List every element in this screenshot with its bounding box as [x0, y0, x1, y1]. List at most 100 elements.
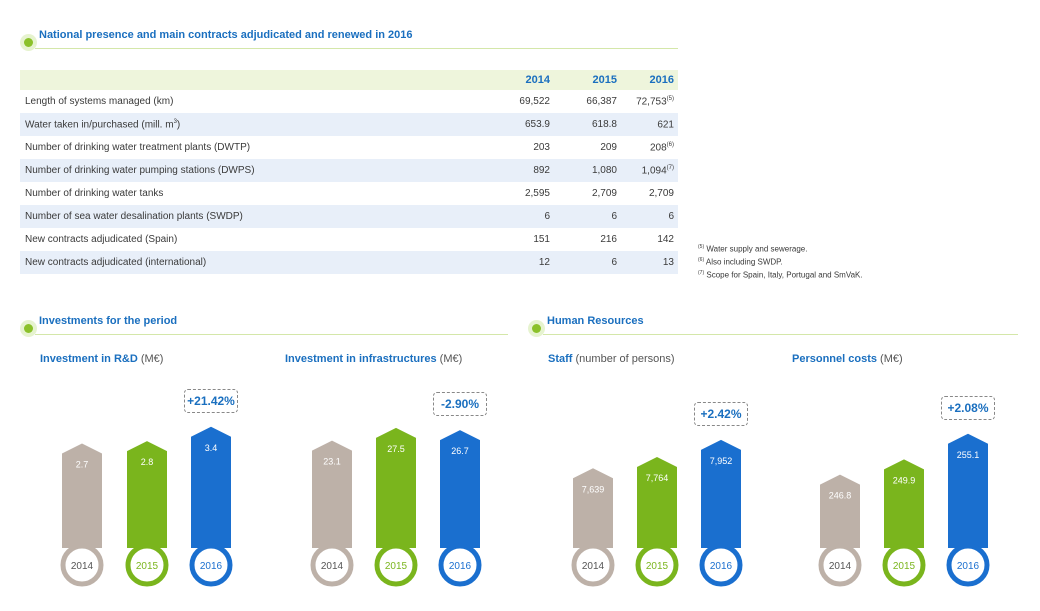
bar-personnel-costs-2015	[884, 459, 924, 548]
cell-2016: 72,753(5)	[636, 95, 674, 108]
year-label-rd-2015: 2015	[136, 561, 159, 572]
year-label-personnel-costs-2016: 2016	[957, 561, 980, 572]
year-label-staff-2016: 2016	[710, 561, 733, 572]
section-divider	[35, 334, 508, 335]
cell-2015: 6	[611, 211, 617, 222]
change-badge-rd: +21.42%	[184, 388, 238, 413]
footnote: (6) Also including SWDP.	[698, 257, 783, 267]
cell-2014: 69,522	[519, 96, 550, 107]
bar-personnel-costs-2016	[948, 433, 988, 548]
bar-staff-2014	[573, 468, 613, 548]
year-label-personnel-costs-2015: 2015	[893, 561, 916, 572]
bar-personnel-costs-2014	[820, 474, 860, 548]
footnote: (5) Water supply and sewerage.	[698, 244, 808, 254]
year-circle-personnel-costs-2016	[946, 543, 990, 587]
bar-infrastructures-2015	[376, 427, 416, 548]
presence-table: 2014 2015 2016 Length of systems managed…	[20, 70, 678, 274]
year-circle-staff-2015	[635, 543, 679, 587]
column-header: 2015	[592, 74, 617, 86]
hr-section-header: Human Resources	[528, 315, 1018, 344]
year-circle-staff-2016	[699, 543, 743, 587]
section-bullet-icon	[528, 320, 545, 337]
bar-rd-2016	[191, 426, 231, 548]
cell-2016: 6	[668, 211, 674, 222]
investments-section-title: Investments for the period	[39, 315, 178, 327]
change-badge-infrastructures: -2.90%	[433, 392, 487, 417]
table-row: Number of sea water desalination plants …	[20, 205, 678, 228]
cell-2015: 216	[600, 234, 617, 245]
row-label: New contracts adjudicated (Spain)	[25, 234, 178, 245]
year-circle-staff-2014	[571, 543, 615, 587]
row-label: Number of drinking water tanks	[25, 188, 164, 199]
footnote-mark: (6)	[666, 141, 674, 148]
bar-value-label-rd-2014: 2.7	[76, 460, 89, 470]
chart-title-staff: Staff (number of persons)	[548, 353, 675, 365]
chart-title-rd: Investment in R&D (M€)	[40, 353, 164, 365]
year-label-infrastructures-2014: 2014	[321, 561, 344, 572]
year-circle-personnel-costs-2015	[882, 543, 926, 587]
cell-2015: 6	[611, 257, 617, 268]
cell-2015: 1,080	[591, 165, 617, 176]
section-bullet-icon	[20, 320, 37, 337]
year-label-personnel-costs-2014: 2014	[829, 561, 852, 572]
cell-2014: 203	[533, 142, 550, 153]
chart-title-infrastructures: Investment in infrastructures (M€)	[285, 353, 463, 365]
row-label: Number of drinking water treatment plant…	[25, 142, 251, 153]
table-section-header: National presence and main contracts adj…	[20, 29, 678, 58]
cell-2016: 621	[657, 119, 674, 131]
table-header-row: 2014 2015 2016	[20, 70, 678, 90]
year-circle-infrastructures-2016	[438, 543, 482, 587]
table-section-title: National presence and main contracts adj…	[39, 29, 413, 41]
bar-value-label-staff-2016: 7,952	[710, 456, 733, 466]
cell-2015: 66,387	[586, 96, 617, 107]
year-label-infrastructures-2015: 2015	[385, 561, 408, 572]
cell-2015: 618.8	[591, 119, 617, 130]
cell-2014: 653.9	[524, 119, 550, 130]
footnote-mark: (7)	[666, 164, 674, 171]
bar-value-label-staff-2014: 7,639	[582, 484, 605, 494]
table-row: Number of drinking water treatment plant…	[20, 136, 678, 159]
footnote: (7) Scope for Spain, Italy, Portugal and…	[698, 270, 863, 280]
section-divider	[35, 48, 678, 49]
bar-rd-2014	[62, 443, 102, 548]
cell-2016: 208(6)	[649, 141, 674, 154]
cell-2014: 6	[544, 211, 550, 222]
year-circle-infrastructures-2015	[374, 543, 418, 587]
chart-title-personnel-costs: Personnel costs (M€)	[792, 353, 903, 365]
change-badge-staff: +2.42%	[694, 401, 748, 426]
year-circle-rd-2014	[60, 543, 104, 587]
bar-value-label-infrastructures-2016: 26.7	[451, 446, 469, 456]
cell-2015: 209	[600, 142, 617, 153]
row-label: Water taken in/purchased (mill. m3)	[25, 118, 181, 131]
column-header: 2016	[649, 74, 674, 86]
bar-value-label-rd-2016: 3.4	[205, 443, 218, 453]
row-label: Number of sea water desalination plants …	[25, 211, 243, 222]
table-row: Number of drinking water pumping station…	[20, 159, 678, 182]
year-label-staff-2014: 2014	[582, 561, 605, 572]
cell-2016: 2,709	[648, 188, 674, 199]
bar-staff-2016	[701, 439, 741, 548]
cell-2016: 13	[662, 257, 674, 268]
bar-value-label-staff-2015: 7,764	[646, 473, 669, 483]
bar-value-label-personnel-costs-2016: 255.1	[957, 450, 980, 460]
year-circle-rd-2016	[189, 543, 233, 587]
section-divider	[543, 334, 1018, 335]
table-row: Length of systems managed (km) 69,522 66…	[20, 90, 678, 113]
year-circle-personnel-costs-2014	[818, 543, 862, 587]
year-circle-rd-2015	[125, 543, 169, 587]
year-label-rd-2014: 2014	[71, 561, 94, 572]
change-badge-personnel-costs: +2.08%	[941, 395, 995, 420]
bar-value-label-infrastructures-2015: 27.5	[387, 444, 405, 454]
hr-section-title: Human Resources	[547, 315, 644, 327]
bar-value-label-rd-2015: 2.8	[141, 457, 154, 467]
investments-section-header: Investments for the period	[20, 315, 508, 344]
cell-2016: 142	[657, 234, 674, 245]
bar-staff-2015	[637, 456, 677, 548]
footnotes: (5) Water supply and sewerage. (6) Also …	[698, 242, 863, 281]
bar-rd-2015	[127, 441, 167, 548]
section-bullet-icon	[20, 34, 37, 51]
table-row: New contracts adjudicated (Spain) 151 21…	[20, 228, 678, 251]
cell-2014: 2,595	[524, 188, 550, 199]
table-row: Water taken in/purchased (mill. m3) 653.…	[20, 113, 678, 136]
year-label-rd-2016: 2016	[200, 561, 223, 572]
